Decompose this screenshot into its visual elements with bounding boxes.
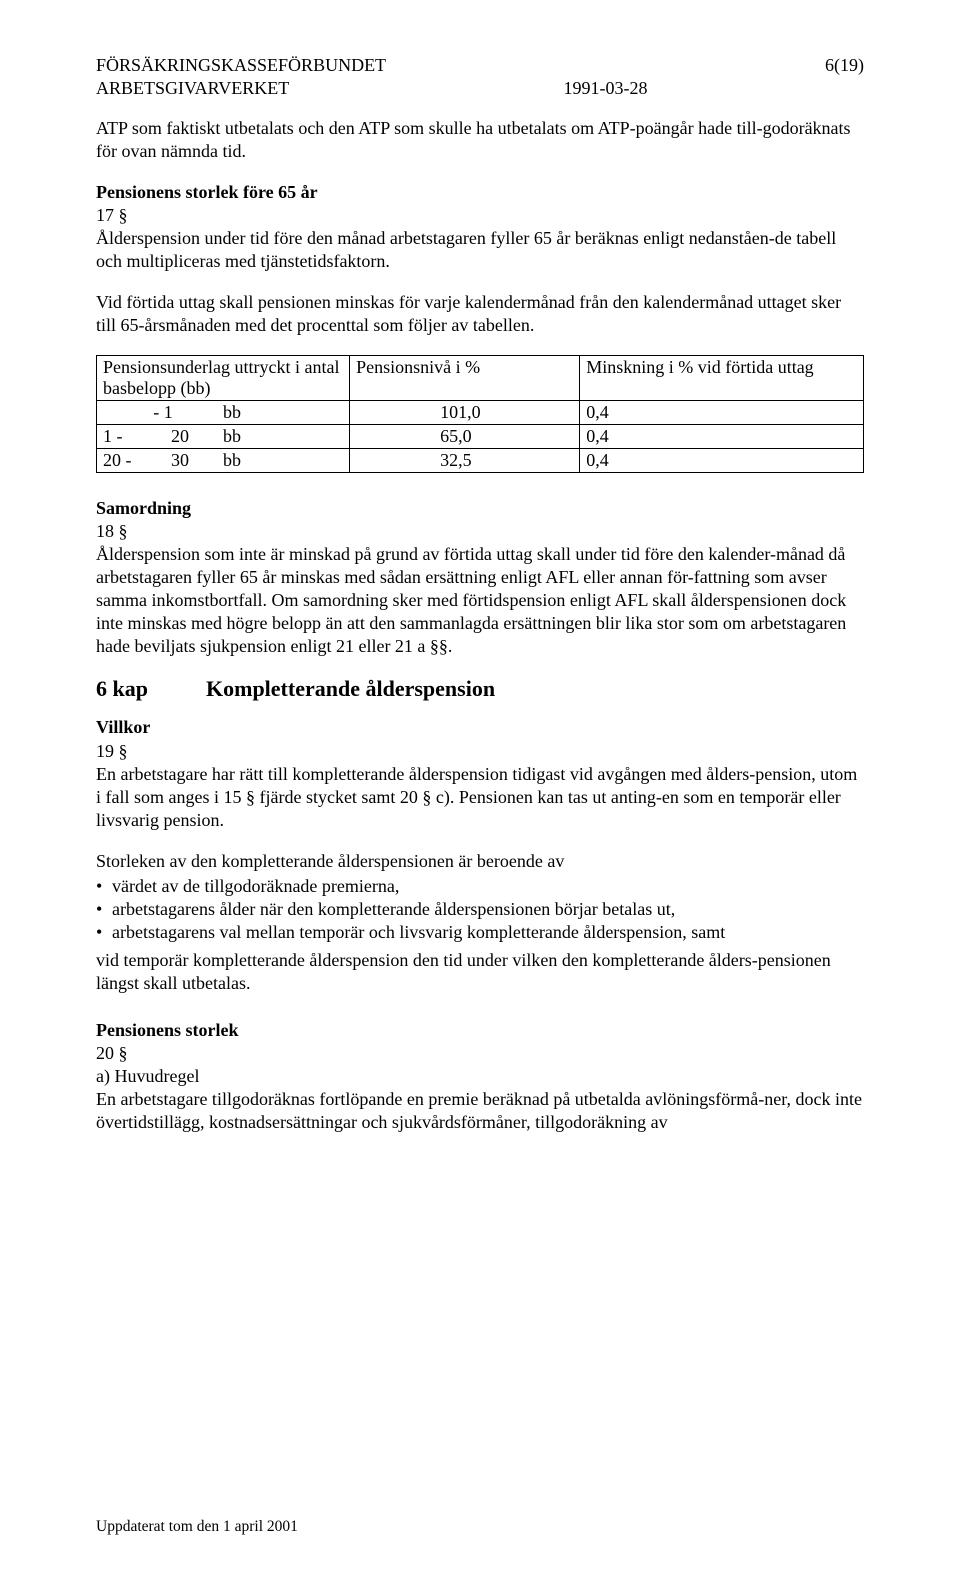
list-item: värdet av de tillgodoräknade premierna, — [96, 875, 864, 898]
range-val: 20 — [137, 426, 223, 447]
sec19-title: Villkor — [96, 716, 864, 739]
range-unit: bb — [223, 426, 241, 446]
sec17-title: Pensionens storlek före 65 år — [96, 181, 864, 204]
range-unit: bb — [223, 450, 241, 470]
range-val: 30 — [137, 450, 223, 471]
cell-level: 32,5 — [350, 449, 580, 473]
sec20-num: 20 § — [96, 1042, 864, 1065]
table-row: 1 -20bb 65,0 0,4 — [97, 425, 864, 449]
chapter-title: Kompletterande ålderspension — [206, 676, 495, 701]
header-pagenum: 6(19) — [825, 54, 864, 99]
intro-paragraph: ATP som faktiskt utbetalats och den ATP … — [96, 117, 864, 163]
page-header: FÖRSÄKRINGSKASSEFÖRBUNDET ARBETSGIVARVER… — [96, 54, 864, 99]
list-item: arbetstagarens ålder när den komplettera… — [96, 898, 864, 921]
cell-reduction: 0,4 — [580, 449, 864, 473]
range-unit: bb — [223, 402, 241, 422]
pension-table: Pensionsunderlag uttryckt i antal basbel… — [96, 355, 864, 473]
org-line-1: FÖRSÄKRINGSKASSEFÖRBUNDET — [96, 54, 386, 77]
sec20-title: Pensionens storlek — [96, 1019, 864, 1042]
table-h3: Minskning i % vid förtida uttag — [580, 356, 864, 401]
sec18-p: Ålderspension som inte är minskad på gru… — [96, 543, 864, 658]
table-row: - 1bb 101,0 0,4 — [97, 401, 864, 425]
header-date-text: 1991-03-28 — [446, 77, 765, 100]
cell-reduction: 0,4 — [580, 401, 864, 425]
sec20-sub: a) Huvudregel — [96, 1065, 864, 1088]
table-h1: Pensionsunderlag uttryckt i antal basbel… — [97, 356, 350, 401]
table-row: 20 -30bb 32,5 0,4 — [97, 449, 864, 473]
sec19-num: 19 § — [96, 740, 864, 763]
sec19-bullets: värdet av de tillgodoräknade premierna, … — [96, 875, 864, 945]
sec17-num: 17 § — [96, 204, 864, 227]
chapter-num: 6 kap — [96, 676, 206, 702]
cell-range: 1 -20bb — [97, 425, 350, 449]
org-line-2: ARBETSGIVARVERKET — [96, 77, 386, 100]
table-h2: Pensionsnivå i % — [350, 356, 580, 401]
cell-level: 101,0 — [350, 401, 580, 425]
sec17-p2: Vid förtida uttag skall pensionen minska… — [96, 291, 864, 337]
cell-level: 65,0 — [350, 425, 580, 449]
sec19-p2: Storleken av den kompletterande ålderspe… — [96, 850, 864, 873]
cell-range: - 1bb — [97, 401, 350, 425]
sec18-num: 18 § — [96, 520, 864, 543]
cell-reduction: 0,4 — [580, 425, 864, 449]
cell-range: 20 -30bb — [97, 449, 350, 473]
sec18-title: Samordning — [96, 497, 864, 520]
chapter-heading: 6 kapKompletterande ålderspension — [96, 676, 864, 702]
header-left: FÖRSÄKRINGSKASSEFÖRBUNDET ARBETSGIVARVER… — [96, 54, 386, 99]
table-header-row: Pensionsunderlag uttryckt i antal basbel… — [97, 356, 864, 401]
sec19-p3: vid temporär kompletterande ålderspensio… — [96, 949, 864, 995]
sec19-p1: En arbetstagare har rätt till kompletter… — [96, 763, 864, 832]
header-date: 1991-03-28 — [386, 54, 825, 99]
range-val: - 1 — [103, 402, 223, 423]
range-from: 1 - — [103, 426, 137, 447]
list-item: arbetstagarens val mellan temporär och l… — [96, 921, 864, 944]
range-from: 20 - — [103, 450, 137, 471]
sec20-p: En arbetstagare tillgodoräknas fortlöpan… — [96, 1088, 864, 1134]
sec17-p1: Ålderspension under tid före den månad a… — [96, 227, 864, 273]
page: FÖRSÄKRINGSKASSEFÖRBUNDET ARBETSGIVARVER… — [0, 0, 960, 1584]
page-footer: Uppdaterat tom den 1 april 2001 — [96, 1518, 298, 1536]
